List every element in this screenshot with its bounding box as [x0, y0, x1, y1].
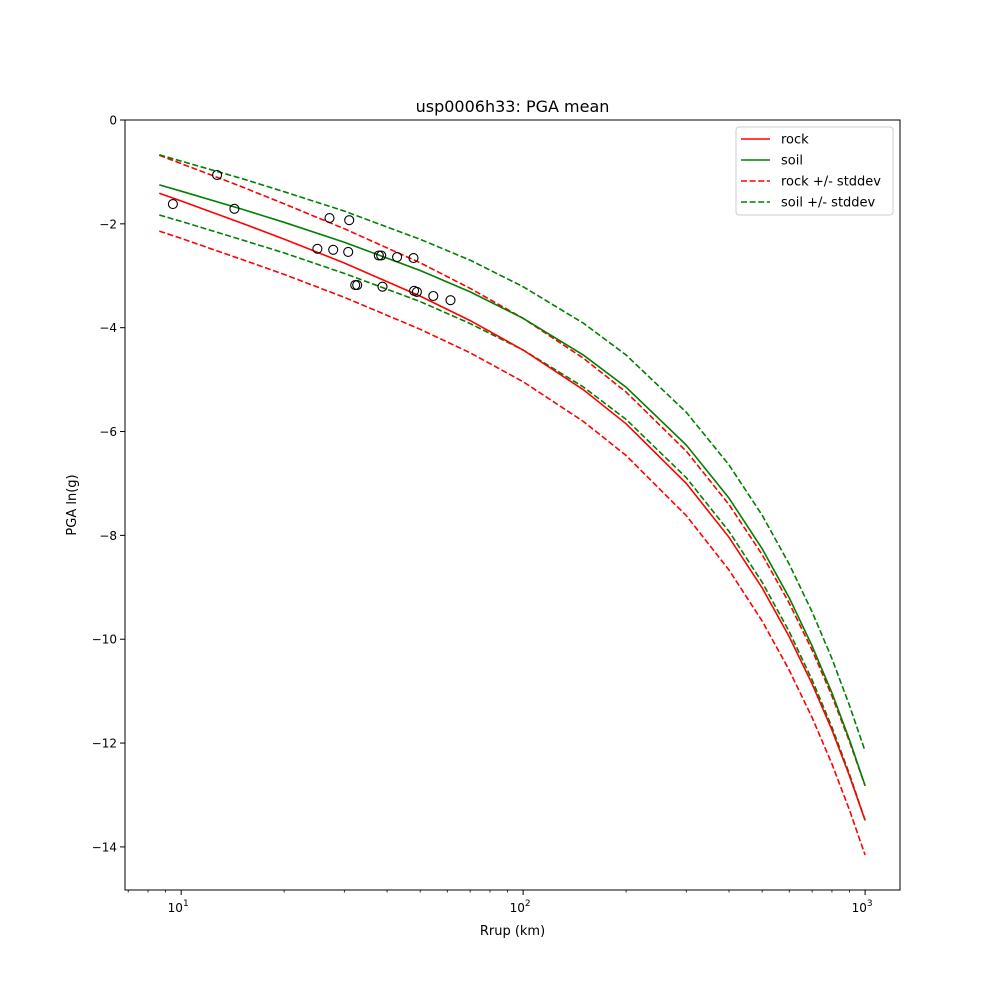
x-tick-label: 103 — [852, 899, 873, 915]
observation-point — [344, 215, 355, 226]
x-tick-label-exponent: 3 — [867, 899, 873, 909]
legend-box — [735, 126, 894, 216]
x-axis-label: Rrup (km) — [480, 924, 545, 939]
curves — [159, 154, 866, 856]
rock-plus-stddev-line — [159, 154, 866, 787]
observation-point — [352, 280, 363, 291]
observation-point — [328, 244, 339, 255]
y-axis-label: PGA ln(g) — [65, 474, 80, 535]
observation-point — [229, 203, 240, 214]
plot-frame — [124, 119, 901, 891]
observation-point — [212, 169, 223, 181]
chart-title: usp0006h33: PGA mean — [416, 97, 610, 116]
observation-point — [167, 199, 178, 210]
x-tick-label-exponent: 1 — [183, 899, 189, 909]
observation-point — [324, 213, 335, 224]
soil-minus-stddev-line — [159, 214, 866, 821]
y-tick-label: 0 — [109, 114, 117, 128]
y-tick-label: −14 — [92, 840, 117, 854]
legend-label: rock — [781, 133, 809, 148]
y-tick-label: −12 — [92, 737, 117, 751]
observation-points — [167, 169, 456, 306]
rock-mean-line — [159, 192, 866, 821]
x-tick-label-exponent: 2 — [525, 899, 531, 909]
legend-label: soil +/- stddev — [781, 196, 876, 211]
observation-point — [376, 250, 387, 261]
y-tick-label: −8 — [99, 529, 117, 543]
x-tick-label: 102 — [510, 899, 531, 915]
x-tick-label-base: 10 — [852, 901, 867, 915]
rock-minus-stddev-line — [159, 230, 866, 856]
observation-point — [343, 246, 354, 257]
y-tick-label: −10 — [92, 633, 117, 647]
observation-point — [377, 281, 388, 292]
legend-label: soil — [781, 154, 803, 169]
observation-point — [411, 286, 422, 297]
y-axis-ticks: 0 −2 −4 −6 −8 −10 −12 −14 — [92, 114, 125, 854]
soil-mean-line — [159, 184, 866, 786]
observation-point — [408, 253, 419, 264]
observation-point — [445, 295, 456, 306]
legend: rock soil rock +/- stddev soil +/- stddev — [735, 126, 894, 216]
x-tick-label-base: 10 — [510, 901, 525, 915]
x-axis-ticks: 101 102 103 — [127, 890, 873, 915]
legend-label: rock +/- stddev — [781, 175, 881, 190]
y-tick-label: −4 — [99, 321, 117, 335]
observation-point — [392, 252, 403, 263]
observation-point — [428, 290, 439, 302]
observation-point — [373, 250, 384, 261]
y-tick-label: −2 — [99, 217, 117, 231]
soil-plus-stddev-line — [159, 154, 866, 752]
observation-point — [312, 243, 323, 254]
y-tick-label: −6 — [99, 425, 117, 439]
x-tick-label: 101 — [168, 899, 189, 915]
x-tick-label-base: 10 — [168, 901, 183, 915]
